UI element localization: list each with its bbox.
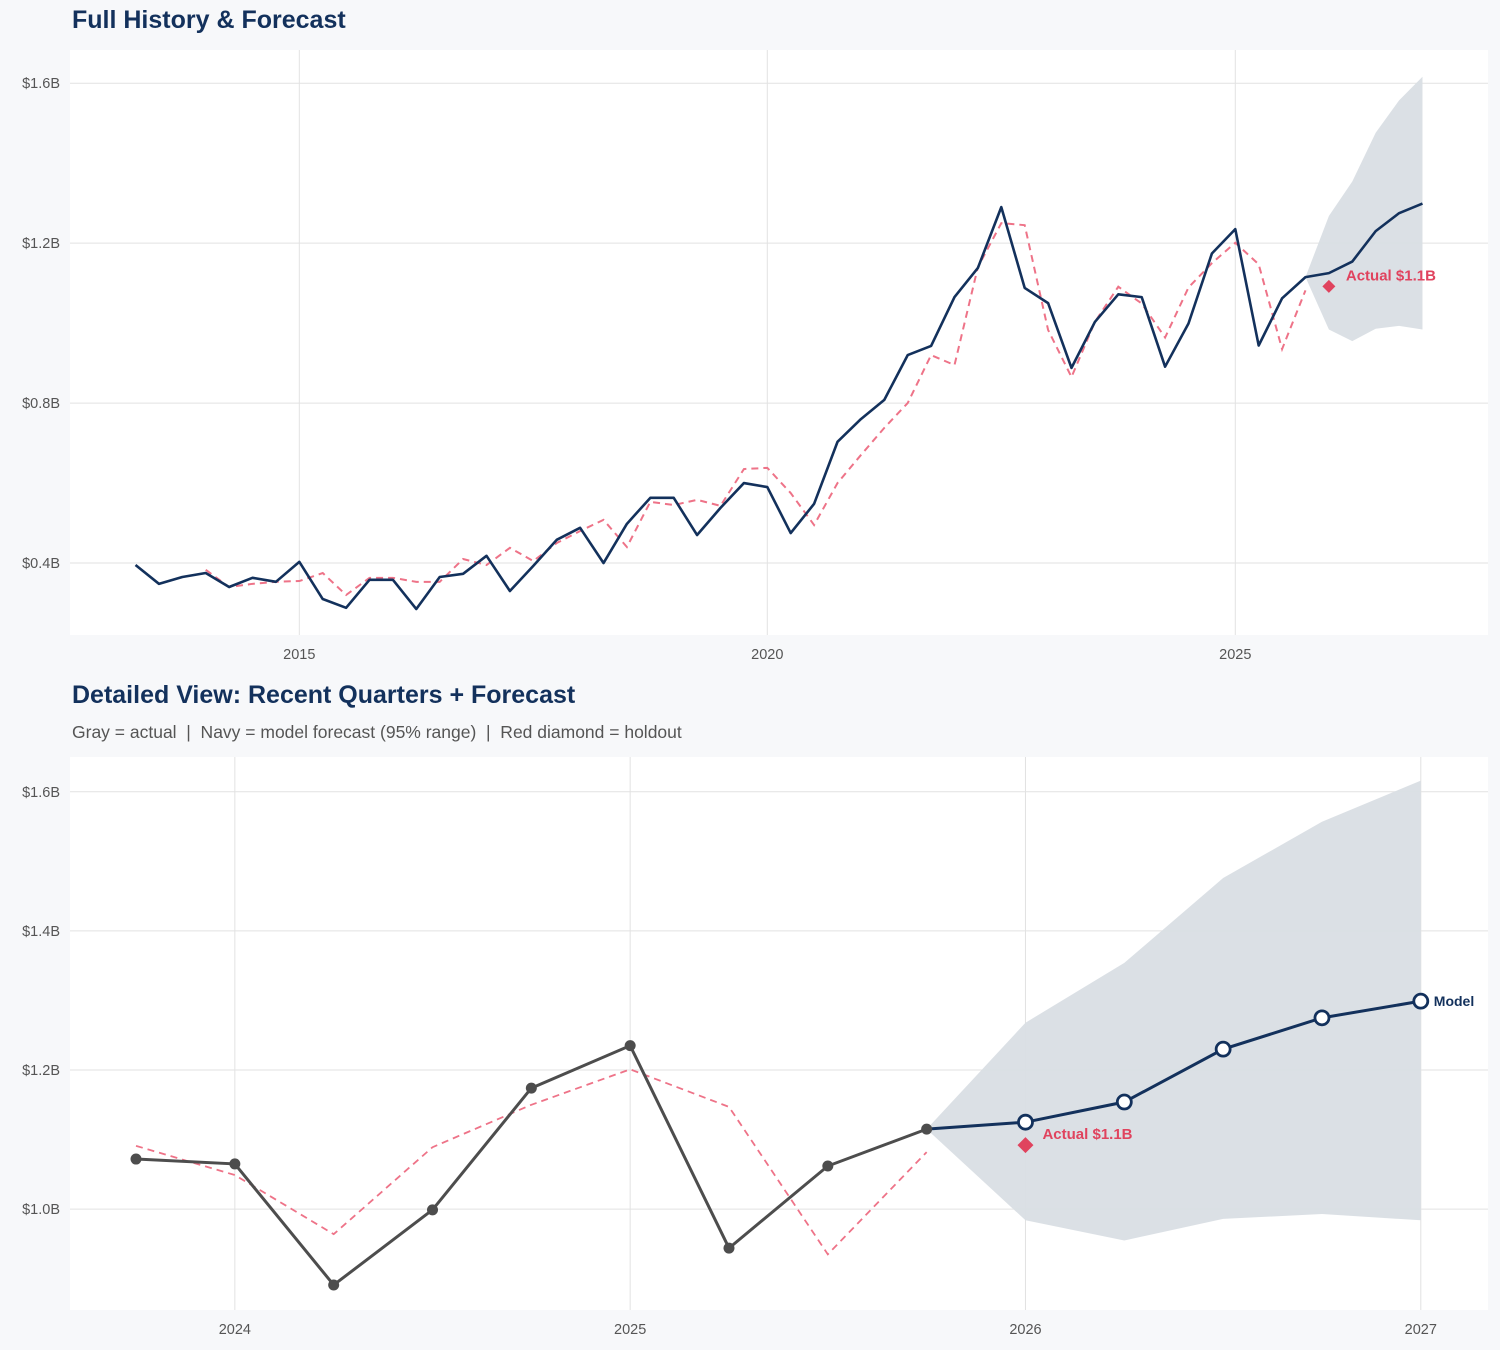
top-chart-title: Full History & Forecast (72, 6, 346, 34)
forecast-point (1313, 1009, 1331, 1027)
actual-point (130, 1153, 142, 1165)
y-tick-label: $1.6B (22, 785, 60, 801)
actual-forecast-line (134, 202, 1423, 611)
x-tick-label: 2020 (751, 647, 783, 663)
full-history-chart: $0.4B $0.8B $1.2B $1.6B 2015 2020 2025 Actual $… (22, 50, 1488, 663)
bottom-chart-subtitle: Gray = actual | Navy = model forecast (9… (72, 722, 682, 742)
holdout-label: Actual $1.1B (1042, 1126, 1132, 1143)
forecast-point (1214, 1040, 1232, 1058)
x-tick-label: 2026 (1009, 1322, 1041, 1338)
x-tick-label: 2015 (283, 647, 315, 663)
holdout-diamond (1322, 279, 1336, 293)
x-tick-label: 2027 (1405, 1322, 1437, 1338)
x-tick-label: 2025 (1219, 647, 1251, 663)
actual-point (624, 1040, 636, 1052)
bottom-chart-title: Detailed View: Recent Quarters + Forecas… (72, 681, 576, 709)
holdout-diamond (1017, 1137, 1034, 1154)
y-tick-label: $1.4B (22, 924, 60, 940)
y-tick-label: $0.4B (22, 556, 60, 572)
y-tick-label: $1.2B (22, 1063, 60, 1079)
forecast-line (926, 999, 1422, 1131)
forecast-band (1305, 76, 1423, 342)
y-tick-label: $1.6B (22, 76, 60, 92)
y-tick-label: $1.2B (22, 236, 60, 252)
model-label: Model (1434, 993, 1474, 1009)
holdout-label: Actual $1.1B (1346, 267, 1436, 284)
forecast-band (926, 780, 1421, 1241)
plot-area (70, 50, 1488, 635)
x-tick-label: 2024 (219, 1322, 251, 1338)
forecast-point (1115, 1093, 1133, 1111)
actual-point (328, 1279, 340, 1291)
y-tick-label: $1.0B (22, 1202, 60, 1218)
fitted-line (205, 222, 1307, 597)
actual-point (921, 1123, 933, 1135)
actual-point (822, 1160, 834, 1172)
x-tick-label: 2025 (614, 1322, 646, 1338)
forecast-point (1412, 992, 1430, 1010)
actual-point (229, 1158, 241, 1170)
actual-point (723, 1242, 735, 1254)
actual-point (427, 1204, 439, 1216)
fitted-line (135, 1068, 928, 1256)
y-tick-label: $0.8B (22, 396, 60, 412)
forecast-point (1017, 1113, 1034, 1131)
actual-point (525, 1082, 537, 1094)
